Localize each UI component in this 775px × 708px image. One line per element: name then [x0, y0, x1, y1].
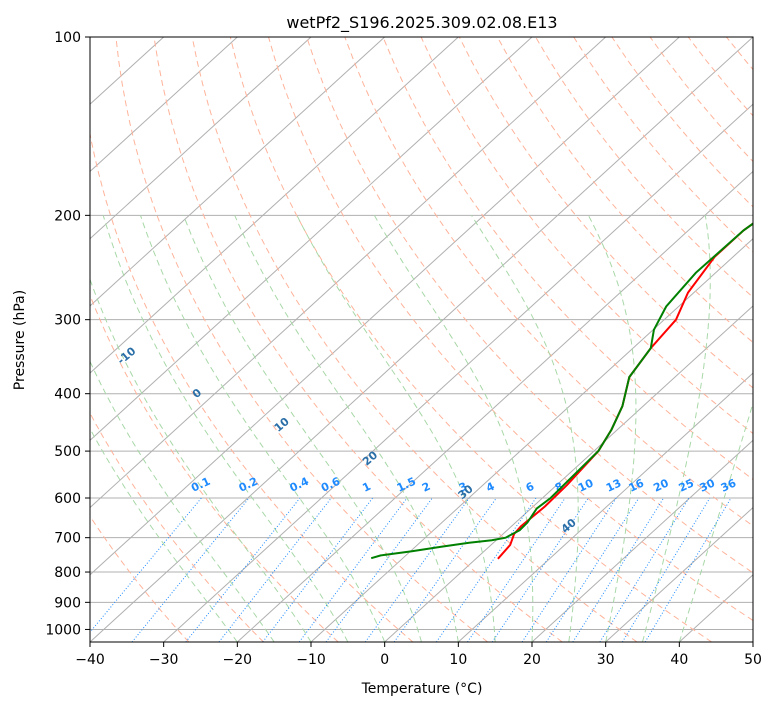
dewpoint-line [370, 222, 753, 560]
x-tick-label: 0 [380, 652, 389, 668]
moist-adiabat-line [373, 215, 534, 642]
y-tick-label: 300 [54, 313, 81, 329]
background-lines [90, 37, 753, 642]
dry-adiabat-line [306, 37, 753, 574]
chart-title: wetPf2_S196.2025.309.02.08.E13 [286, 13, 557, 33]
moist-adiabat-line [296, 215, 496, 642]
dry-adiabat-line [344, 37, 753, 527]
mixing-ratio-label: 30 [698, 476, 718, 494]
mixing-ratio-line [436, 497, 537, 642]
dry-adiabat-line [268, 37, 753, 622]
isotherm-line [531, 439, 753, 642]
profile-lines [370, 222, 753, 560]
temperature-line [497, 222, 753, 560]
isotherm-line [90, 37, 680, 576]
dry-adiabat-line [90, 412, 264, 642]
isotherm-line [236, 170, 753, 642]
x-tick-label: 30 [597, 652, 615, 668]
mixing-ratio-line [364, 497, 470, 642]
isotherm-line [90, 37, 238, 173]
moist-adiabat-line [90, 360, 275, 642]
isotherm-line [605, 506, 753, 642]
dry-adiabat-line [153, 37, 563, 642]
isotherm-line [90, 37, 386, 307]
mixing-ratio-label: 10 [576, 476, 596, 494]
y-tick-label: 600 [54, 491, 81, 507]
isotherm-line [90, 37, 607, 509]
mixing-ratio-line [572, 497, 665, 642]
x-tick-label: 20 [523, 652, 541, 668]
moist-adiabat-line [234, 215, 459, 642]
x-tick-label: 50 [744, 652, 762, 668]
mixing-ratio-line [90, 497, 202, 633]
y-tick-label: 700 [54, 531, 81, 547]
isotherm-line [90, 37, 459, 374]
mixing-ratio-label: 25 [677, 476, 696, 494]
mixing-ratio-line [262, 497, 374, 642]
y-tick-label: 200 [54, 208, 81, 224]
plot-frame [89, 36, 754, 643]
mixing-ratio-line [131, 497, 250, 642]
x-axis-label: Temperature (°C) [361, 681, 483, 697]
dry-adiabat-line [191, 37, 638, 642]
x-tick-label: −40 [75, 652, 105, 668]
mixing-ratio-label: 36 [719, 476, 739, 494]
moist-adiabat-line [471, 215, 579, 642]
y-tick-label: 100 [54, 30, 81, 46]
mixing-ratio-line [599, 497, 690, 642]
dry-adiabat-line [496, 37, 753, 344]
mixing-ratio-line [393, 497, 497, 642]
y-tick-label: 400 [54, 387, 81, 403]
isotherm-line [90, 37, 533, 442]
x-tick-label: −30 [149, 652, 179, 668]
y-tick-label: 800 [54, 565, 81, 581]
moist-adiabat-line [90, 278, 312, 642]
y-tick-label: 1000 [45, 622, 81, 638]
moist-adiabat-line [642, 215, 711, 642]
mixing-ratio-line [644, 497, 732, 642]
axis-ticks: −40 −30 −20 −10 0 10 20 30 40 50 100 200 300 400 500 60… [45, 30, 762, 668]
isotherm-line [310, 237, 753, 642]
isotherm-line [384, 305, 753, 642]
x-tick-label: 10 [449, 652, 467, 668]
mixing-ratio-label: 20 [651, 476, 671, 494]
x-tick-label: −20 [223, 652, 253, 668]
y-tick-label: 500 [54, 444, 81, 460]
dry-adiabat-line [382, 37, 753, 481]
dry-adiabat-line [115, 37, 488, 642]
mixing-ratio-line [621, 497, 711, 642]
mixing-ratio-label: 16 [627, 476, 647, 494]
mixing-ratio-line [491, 497, 589, 642]
y-tick-label: 900 [54, 595, 81, 611]
dry-adiabat-line [90, 131, 414, 642]
dry-adiabat-line [535, 37, 753, 298]
dry-adiabat-line [90, 515, 190, 642]
mixing-ratio-label: 13 [604, 476, 623, 494]
moist-adiabat-line [587, 215, 637, 642]
mixing-ratio-line [218, 497, 332, 642]
dry-adiabat-line [90, 293, 339, 642]
isotherm-line [90, 37, 312, 240]
isotherm-line [163, 103, 753, 642]
dry-adiabat-line [229, 37, 712, 642]
isotherm-line [457, 372, 753, 642]
y-axis-label: Pressure (hPa) [12, 290, 28, 390]
moist-adiabat-line [102, 215, 349, 642]
x-tick-label: 40 [670, 652, 688, 668]
mixing-ratio-line [185, 497, 301, 642]
x-tick-label: −10 [296, 652, 326, 668]
mixing-ratio-line [467, 497, 566, 642]
moist-adiabat-line [140, 215, 386, 642]
